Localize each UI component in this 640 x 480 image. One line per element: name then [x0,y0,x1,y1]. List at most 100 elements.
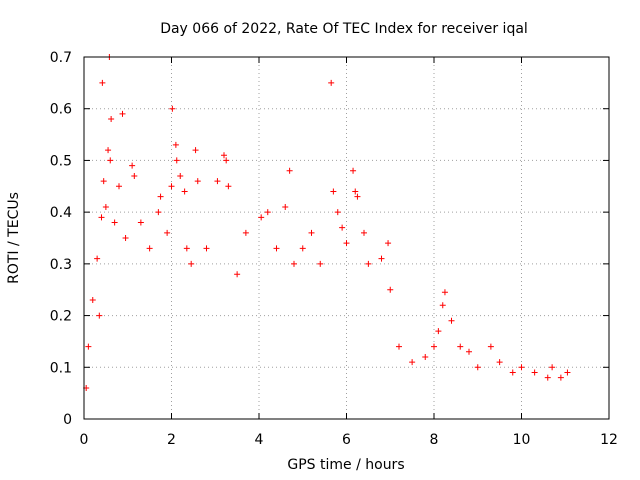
data-point [131,172,138,179]
data-point [365,260,372,267]
data-point [448,317,455,324]
data-point [111,219,118,226]
data-point [108,116,115,123]
data-point [194,178,201,185]
data-point [157,193,164,200]
data-point [466,348,472,355]
x-tick-label: 12 [600,432,618,448]
y-tick-label: 0.4 [50,205,72,221]
data-point [172,141,179,148]
data-point [94,255,101,262]
x-tick-label: 8 [430,432,439,448]
x-tick-label: 4 [255,432,264,448]
data-point [102,203,109,210]
data-point [188,260,195,267]
data-point [544,374,551,381]
y-tick-label: 0.3 [50,257,72,273]
data-point [129,162,136,169]
data-point [221,152,227,159]
data-point [98,214,105,221]
data-point [330,188,337,195]
data-point [282,203,289,210]
data-point [99,79,106,86]
y-tick-label: 0.2 [50,309,72,325]
data-point [116,183,122,190]
data-point [396,343,402,350]
data-point [264,209,271,216]
data-point [387,286,394,293]
data-point [354,193,361,200]
data-point [328,79,335,86]
data-point [164,229,171,236]
data-point [509,369,516,376]
data-point [225,183,232,190]
data-point [422,353,429,360]
axis-ticks [83,56,610,420]
y-tick-label: 0.5 [50,153,72,169]
data-point [431,343,437,350]
y-tick-labels: 0 0.1 0.2 0.3 0.4 0.5 0.6 0.7 [50,50,72,428]
data-point [273,245,280,252]
data-point [181,188,188,195]
data-point [317,260,324,267]
data-point [457,343,464,350]
data-point [334,209,341,216]
data-point [291,260,297,267]
data-point [378,255,385,262]
data-point [286,167,293,174]
data-point [439,302,446,309]
data-point [203,245,210,252]
data-point [299,245,306,252]
data-point [258,214,265,221]
data-point [549,364,556,371]
data-point [107,157,114,164]
data-point [169,105,176,112]
data-point [350,167,357,174]
data-point [435,328,442,335]
data-point [361,229,367,236]
data-point [122,235,129,241]
y-tick-label: 0.1 [50,360,72,376]
data-point [137,219,144,226]
data-point [223,157,230,164]
x-tick-label: 10 [513,432,531,448]
data-point [173,157,180,164]
x-axis-label: GPS time / hours [287,457,404,473]
y-tick-label: 0 [63,412,72,428]
data-point [146,245,153,252]
data-point [409,359,416,366]
data-point [177,172,184,179]
data-point [168,183,175,190]
chart-title: Day 066 of 2022, Rate Of TEC Index for r… [160,21,528,37]
data-point [496,359,503,366]
data-point [105,147,112,154]
data-point [234,271,241,278]
data-point [119,110,126,117]
data-point [183,245,190,252]
data-point [343,240,350,247]
x-tick-label: 0 [80,432,89,448]
x-tick-labels: 0 2 4 6 8 10 12 [80,432,618,448]
y-tick-label: 0.7 [50,50,72,66]
data-point [100,178,107,185]
data-point [518,364,525,371]
data-point [487,343,494,350]
data-point [214,178,221,185]
data-point [352,188,359,195]
data-point [85,343,92,350]
y-tick-label: 0.6 [50,102,72,118]
y-axis-label: ROTI / TECUs [6,192,22,284]
grid-lines [84,57,609,419]
data-point [192,147,199,154]
data-point [155,209,162,216]
x-tick-label: 6 [342,432,351,448]
data-points [83,54,571,391]
data-point [441,289,448,296]
data-point [89,297,96,304]
data-point [339,224,346,231]
data-point [385,240,392,247]
data-point [531,369,538,376]
x-tick-label: 2 [167,432,176,448]
